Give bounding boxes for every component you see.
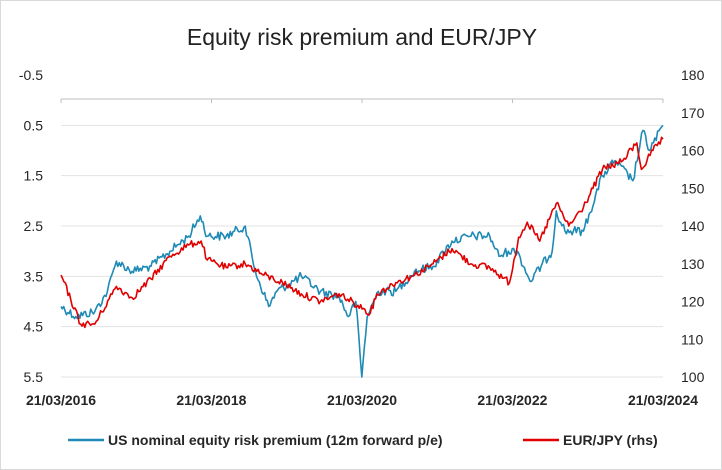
y-left-tick-label: 5.5 <box>24 369 44 385</box>
chart-title: Equity risk premium and EUR/JPY <box>187 24 537 50</box>
x-tick-label: 21/03/2022 <box>477 392 547 408</box>
x-tick-label: 21/03/2018 <box>176 392 246 408</box>
legend-label-eurjpy: EUR/JPY (rhs) <box>563 432 658 448</box>
y-right-tick-label: 150 <box>681 180 705 196</box>
legend-label-erp: US nominal equity risk premium (12m forw… <box>108 432 443 448</box>
grid-lines <box>61 124 663 378</box>
y-axis-left-ticks: -0.5 0.5 1.5 2.5 3.5 4.5 5.5 <box>19 67 43 385</box>
y-left-tick-label: 1.5 <box>24 168 44 184</box>
y-right-tick-label: 130 <box>681 256 705 272</box>
series-layer <box>60 124 664 378</box>
legend: US nominal equity risk premium (12m forw… <box>68 432 658 448</box>
y-left-tick-label: 4.5 <box>24 319 44 335</box>
y-right-tick-label: 160 <box>681 143 705 159</box>
y-right-tick-label: 140 <box>681 218 705 234</box>
x-axis <box>60 98 664 103</box>
x-tick-label: 21/03/2024 <box>628 392 698 408</box>
x-tick-label: 21/03/2016 <box>26 392 96 408</box>
x-axis-ticks: 21/03/2016 21/03/2018 21/03/2020 21/03/2022… <box>26 392 698 408</box>
y-left-tick-label: -0.5 <box>19 67 43 83</box>
y-left-tick-label: 0.5 <box>24 117 44 133</box>
y-right-tick-label: 170 <box>681 105 705 121</box>
series-line-eur-jpy <box>60 136 664 329</box>
x-tick-label: 21/03/2020 <box>327 392 397 408</box>
series-line-equity-risk-premium <box>60 124 664 378</box>
y-left-tick-label: 3.5 <box>24 268 44 284</box>
y-left-tick-label: 2.5 <box>24 218 44 234</box>
y-right-tick-label: 180 <box>681 67 705 83</box>
y-right-tick-label: 120 <box>681 294 705 310</box>
y-right-tick-label: 110 <box>681 331 704 347</box>
y-right-tick-label: 100 <box>681 369 705 385</box>
y-axis-right-ticks: 100 110 120 130 140 150 160 170 180 <box>681 67 705 385</box>
